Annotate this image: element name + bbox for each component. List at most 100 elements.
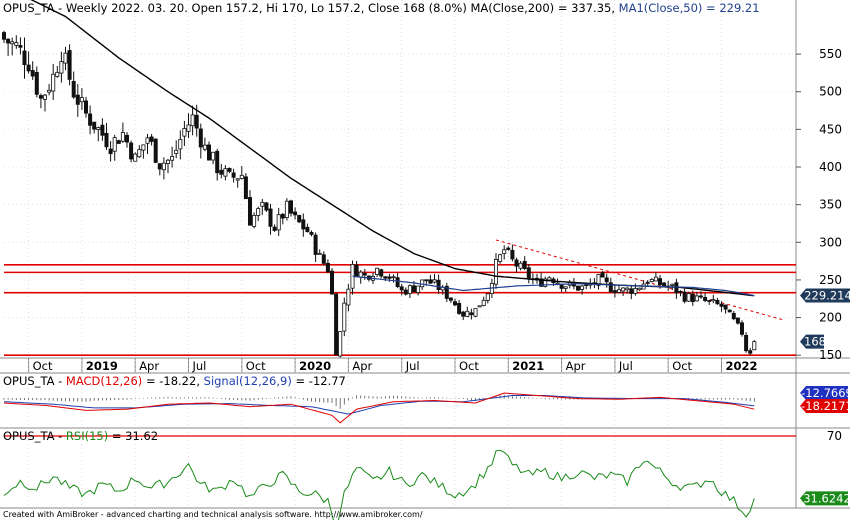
candle-body bbox=[518, 262, 523, 269]
candle-body bbox=[329, 270, 334, 295]
candle-body bbox=[514, 259, 519, 267]
date-tick-label: 2020 bbox=[299, 359, 331, 373]
candle-body bbox=[678, 290, 683, 293]
date-tick-label: Apr bbox=[139, 359, 159, 373]
candle-body bbox=[38, 95, 43, 99]
candle-body bbox=[190, 114, 195, 127]
date-tick-label: Jul bbox=[618, 359, 633, 373]
candle-body bbox=[719, 303, 724, 307]
candle-body bbox=[682, 291, 687, 302]
candle-body bbox=[354, 264, 359, 278]
candle-body bbox=[2, 32, 7, 40]
candle-body bbox=[411, 285, 416, 293]
macd-header-label: MACD(12,26) bbox=[65, 374, 143, 388]
candle-body bbox=[436, 279, 441, 290]
candle-body bbox=[584, 284, 589, 287]
signal-value-badge-text: -12.7669 bbox=[801, 386, 850, 400]
candle-body bbox=[157, 163, 162, 170]
candle-body bbox=[174, 149, 179, 154]
candle-body bbox=[399, 286, 404, 291]
candle-body bbox=[452, 301, 457, 306]
candle-body bbox=[288, 200, 293, 214]
signal-header-label: Signal(12,26,9) bbox=[203, 374, 292, 388]
rsi-value-badge-text: 31.6242 bbox=[803, 491, 850, 505]
candle-body bbox=[416, 285, 421, 293]
candle-body bbox=[182, 128, 187, 137]
candle-body bbox=[506, 247, 511, 250]
candle-body bbox=[211, 151, 216, 161]
candle-body bbox=[510, 249, 515, 260]
rsi-value-badge: 31.6242 bbox=[800, 491, 850, 506]
candle-body bbox=[165, 159, 170, 164]
candle-body bbox=[108, 148, 113, 155]
price-header-text: OPUS_TA - Weekly 2022. 03. 20. Open 157.… bbox=[3, 1, 619, 15]
candle-body bbox=[301, 219, 306, 230]
candle-body bbox=[22, 50, 27, 66]
candle-body bbox=[6, 38, 11, 44]
date-tick-label: Oct bbox=[33, 359, 53, 373]
candle-body bbox=[235, 178, 240, 181]
candle-body bbox=[383, 276, 388, 279]
rsi-header-prefix: OPUS_TA - bbox=[3, 429, 66, 443]
candle-body bbox=[186, 124, 191, 132]
signal-value-badge-shape bbox=[800, 386, 848, 400]
date-axis: Oct 2019 Apr Jul Oct 2020 Apr Jul Oct 2021 Apr Jul O… bbox=[28, 0, 758, 508]
trendline bbox=[495, 239, 784, 321]
candle-body bbox=[239, 174, 244, 179]
candle-body bbox=[502, 249, 507, 255]
candle-body bbox=[227, 167, 232, 172]
candle-body bbox=[14, 42, 19, 46]
candle-body bbox=[465, 310, 470, 317]
macd-header-prefix: OPUS_TA - bbox=[3, 374, 66, 388]
candle-body bbox=[707, 300, 712, 302]
candle-body bbox=[219, 169, 224, 175]
candle-body bbox=[625, 287, 630, 291]
candle-body bbox=[67, 50, 72, 80]
price-tick-label: 400 bbox=[819, 160, 842, 174]
price-axis: 150 200 250 300 350 400 450 500 550 bbox=[4, 47, 842, 362]
price-tick-label: 250 bbox=[819, 273, 842, 287]
candle-body bbox=[231, 172, 236, 178]
candle-body bbox=[699, 295, 704, 298]
macd-line bbox=[3, 392, 755, 424]
candles-group bbox=[2, 30, 757, 358]
signal-header-value: = -12.77 bbox=[291, 374, 346, 388]
candle-body bbox=[104, 132, 109, 148]
candle-body bbox=[293, 211, 298, 216]
candle-body bbox=[539, 278, 544, 287]
candle-body bbox=[375, 267, 380, 276]
date-tick-label: Oct bbox=[459, 359, 479, 373]
candle-body bbox=[694, 295, 699, 302]
candle-body bbox=[407, 285, 412, 294]
candle-body bbox=[658, 278, 663, 285]
candle-body bbox=[170, 156, 175, 161]
candle-body bbox=[379, 269, 384, 277]
candle-body bbox=[55, 71, 60, 77]
candle-body bbox=[576, 285, 581, 291]
candle-body bbox=[469, 312, 474, 316]
candle-body bbox=[18, 45, 23, 48]
date-tick-label: Oct bbox=[246, 359, 266, 373]
price-header: OPUS_TA - Weekly 2022. 03. 20. Open 157.… bbox=[3, 1, 760, 15]
candle-body bbox=[543, 278, 548, 287]
candle-body bbox=[43, 94, 48, 100]
candle-body bbox=[649, 279, 654, 282]
price-tick-label: 350 bbox=[819, 198, 842, 212]
candle-body bbox=[711, 299, 716, 302]
candle-body bbox=[297, 215, 302, 223]
candle-body bbox=[92, 121, 97, 130]
candle-body bbox=[272, 226, 277, 231]
candle-body bbox=[79, 97, 84, 103]
signal-value-badge: -12.7669 bbox=[800, 386, 850, 400]
candle-body bbox=[547, 277, 552, 281]
candle-body bbox=[71, 80, 76, 98]
candle-body bbox=[420, 279, 425, 288]
candle-body bbox=[153, 138, 158, 163]
date-tick-label: Oct bbox=[672, 359, 692, 373]
candle-body bbox=[34, 71, 39, 95]
macd-value-badge-text: -18.2171 bbox=[801, 399, 850, 413]
macd-value-badge-shape bbox=[800, 399, 848, 413]
candle-body bbox=[198, 128, 203, 148]
price-tick-label: 200 bbox=[819, 311, 842, 325]
rsi-header-label: RSI(15) bbox=[65, 429, 109, 443]
